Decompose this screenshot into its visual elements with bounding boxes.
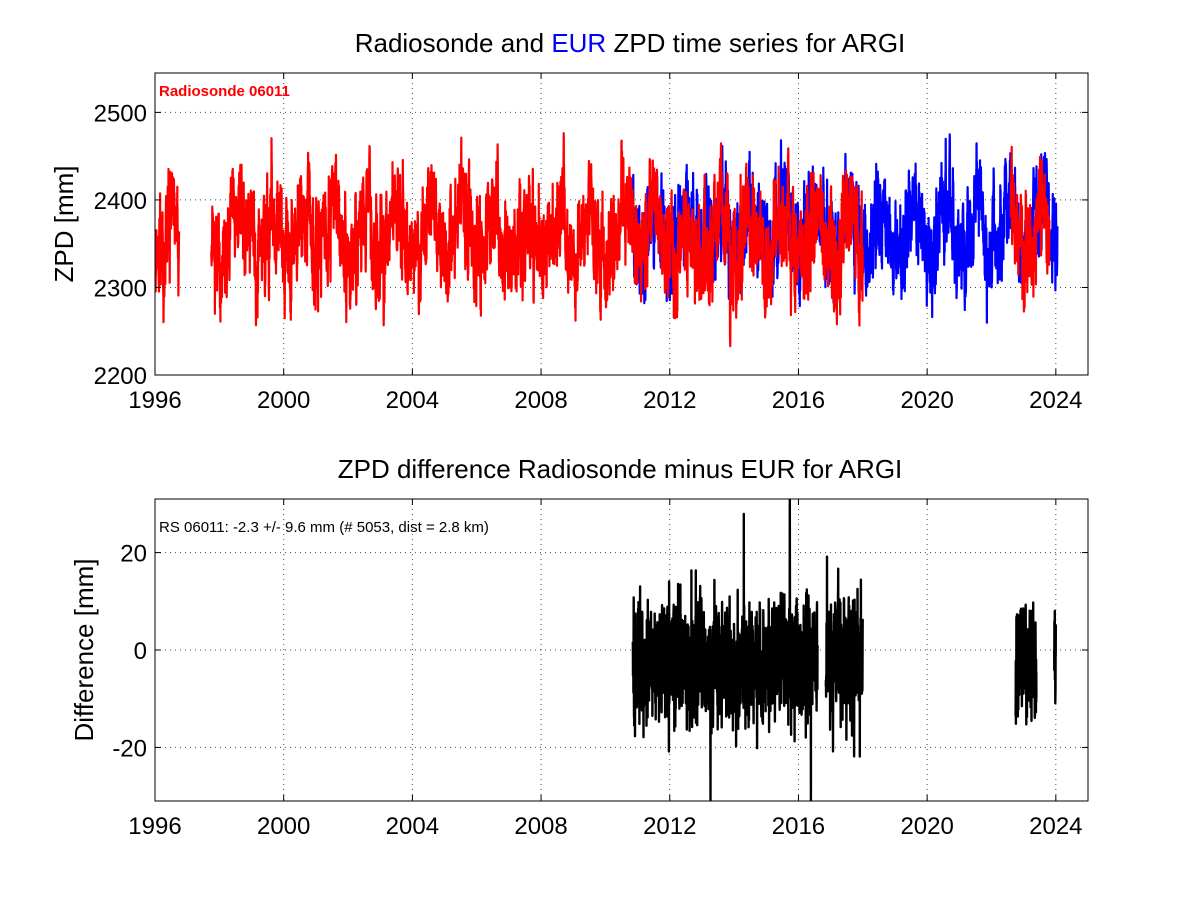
difference-stats-annotation: RS 06011: -2.3 +/- 9.6 mm (# 5053, dist … xyxy=(159,519,489,536)
y-tick-label: 2500 xyxy=(94,100,147,127)
zpd-difference-title: ZPD difference Radiosonde minus EUR for … xyxy=(338,454,903,484)
x-tick-label: 2008 xyxy=(514,813,567,840)
zpd-y-axis-label: ZPD [mm] xyxy=(49,166,79,283)
x-tick-label: 2024 xyxy=(1029,387,1082,414)
zpd-timeseries-panel: Radiosonde and EUR ZPD time series for A… xyxy=(49,28,1089,414)
x-tick-label: 2024 xyxy=(1029,813,1082,840)
difference-x-ticks: 1996 2000 2004 2008 2012 2016 2020 2024 xyxy=(128,499,1083,840)
y-tick-label: 2400 xyxy=(94,188,147,215)
difference-plot-area xyxy=(631,499,1057,801)
x-tick-label: 2004 xyxy=(386,813,439,840)
zpd-x-ticks: 1996 2000 2004 2008 2012 2016 2020 2024 xyxy=(128,73,1083,414)
x-tick-label: 2020 xyxy=(900,813,953,840)
zpd-timeseries-title: Radiosonde and EUR ZPD time series for A… xyxy=(355,28,906,58)
series-line-rs-06011-eur xyxy=(631,499,1057,801)
y-tick-label: -20 xyxy=(112,735,147,762)
title-part: EUR xyxy=(551,28,606,58)
x-tick-label: 2004 xyxy=(386,387,439,414)
radiosonde-legend-label: Radiosonde 06011 xyxy=(159,83,290,100)
title-part: Radiosonde and xyxy=(355,28,552,58)
zpd-plot-area xyxy=(155,132,1059,348)
zpd-axes-frame xyxy=(154,72,1089,376)
x-tick-label: 2016 xyxy=(772,813,825,840)
title-part: ZPD time series for ARGI xyxy=(606,28,905,58)
x-tick-label: 2012 xyxy=(643,813,696,840)
x-tick-label: 2008 xyxy=(514,387,567,414)
title-part: ZPD difference Radiosonde minus EUR for … xyxy=(338,454,903,484)
x-tick-label: 1996 xyxy=(128,387,181,414)
y-tick-label: 0 xyxy=(134,638,147,665)
x-tick-label: 1996 xyxy=(128,813,181,840)
x-tick-label: 2012 xyxy=(643,387,696,414)
difference-y-ticks: -20 0 20 xyxy=(112,541,1088,762)
x-tick-label: 2020 xyxy=(900,387,953,414)
x-tick-label: 2000 xyxy=(257,387,310,414)
y-tick-label: 2300 xyxy=(94,275,147,302)
zpd-difference-panel: ZPD difference Radiosonde minus EUR for … xyxy=(69,454,1089,840)
y-tick-label: 20 xyxy=(120,541,147,568)
x-tick-label: 2016 xyxy=(772,387,825,414)
zpd-y-ticks: 2200 2300 2400 2500 xyxy=(94,100,1088,390)
series-line-radiosonde-06011 xyxy=(155,132,1051,348)
x-tick-label: 2000 xyxy=(257,813,310,840)
difference-y-axis-label: Difference [mm] xyxy=(69,558,99,741)
y-tick-label: 2200 xyxy=(94,363,147,390)
